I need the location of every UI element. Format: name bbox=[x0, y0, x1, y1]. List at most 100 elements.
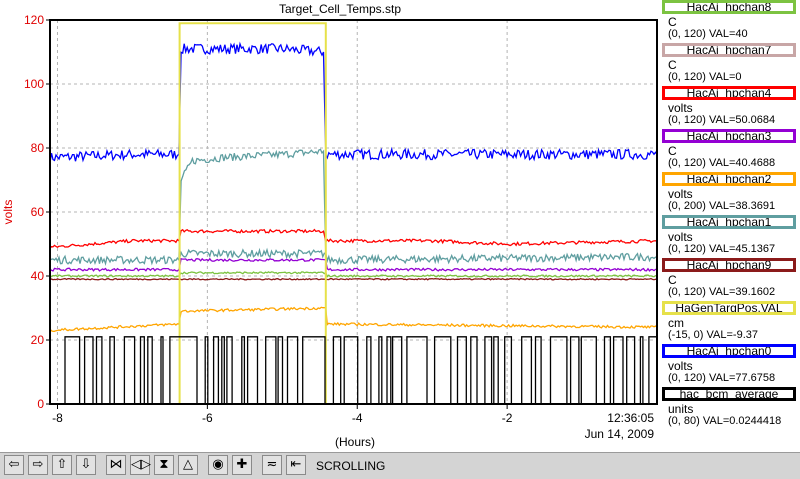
y-tick-label: 0 bbox=[37, 397, 44, 411]
legend-range-value: (0, 80) VAL=0.0244418 bbox=[668, 415, 782, 427]
legend-item[interactable]: HacAi_hpchan3 C (0, 120) VAL=40.4688 bbox=[660, 129, 800, 175]
zoom-out-horizontal-icon: ◁▷ bbox=[131, 457, 151, 472]
zoom-in-horizontal-button[interactable]: ⋈ bbox=[106, 455, 126, 475]
legend: HacAi_hpchan8 C (0, 120) VAL=40 HacAi_hpcha… bbox=[660, 0, 800, 430]
scroll-right-icon: ⇨ bbox=[32, 457, 44, 472]
record-button[interactable]: ◉ bbox=[208, 455, 228, 475]
series-line-hacai-hpchan4 bbox=[49, 228, 657, 249]
legend-range-value: (-15, 0) VAL=-9.37 bbox=[668, 329, 758, 341]
scroll-down-button[interactable]: ⇩ bbox=[76, 455, 96, 475]
legend-swatch[interactable]: HaGenTargPos.VAL bbox=[662, 301, 796, 315]
legend-unit: C bbox=[668, 58, 677, 72]
series-line-hagentargpos-val bbox=[178, 22, 327, 404]
scroll-right-button[interactable]: ⇨ bbox=[28, 455, 48, 475]
legend-swatch[interactable]: HacAi_hpchan9 bbox=[662, 258, 796, 272]
zoom-out-horizontal-button[interactable]: ◁▷ bbox=[130, 455, 151, 475]
legend-unit: volts bbox=[668, 359, 693, 373]
legend-unit: C bbox=[668, 144, 677, 158]
zoom-in-vertical-button[interactable]: ⧗ bbox=[154, 455, 174, 475]
scrolling-status: SCROLLING bbox=[316, 459, 386, 473]
series-line-hacai-hpchan1 bbox=[178, 148, 327, 261]
legend-item[interactable]: HacAi_hpchan1 volts (0, 120) VAL=45.1367 bbox=[660, 215, 800, 261]
y-axis-label: volts bbox=[1, 200, 15, 225]
legend-range-value: (0, 120) VAL=39.1602 bbox=[668, 286, 776, 298]
legend-name: HacAi_hpchan0 bbox=[686, 344, 772, 358]
legend-range-value: (0, 120) VAL=45.1367 bbox=[668, 243, 776, 255]
legend-swatch[interactable]: HacAi_hpchan4 bbox=[662, 86, 796, 100]
series-line-hacai-hpchan3 bbox=[49, 257, 658, 272]
legend-name: HacAi_hpchan8 bbox=[686, 0, 772, 14]
series-line-hacai-hpchan8 bbox=[49, 271, 658, 278]
go-to-end-button[interactable]: ⇤ bbox=[286, 455, 306, 475]
y-tick-label: 120 bbox=[24, 13, 44, 27]
go-to-end-icon: ⇤ bbox=[290, 457, 302, 472]
graph-icon: ≂ bbox=[266, 457, 278, 472]
x-axis-label: (Hours) bbox=[335, 435, 375, 449]
series-line-hacai-hpchan9 bbox=[49, 277, 658, 281]
legend-item[interactable]: HacAi_hpchan2 volts (0, 200) VAL=38.3691 bbox=[660, 172, 800, 218]
timestamp-date: Jun 14, 2009 bbox=[585, 427, 655, 441]
zoom-in-horizontal-icon: ⋈ bbox=[109, 457, 123, 472]
legend-unit: cm bbox=[668, 316, 684, 330]
legend-range-value: (0, 200) VAL=38.3691 bbox=[668, 200, 776, 212]
legend-swatch[interactable]: HacAi_hpchan2 bbox=[662, 172, 796, 186]
legend-swatch[interactable]: HacAi_hpchan1 bbox=[662, 215, 796, 229]
legend-swatch[interactable]: HacAi_hpchan0 bbox=[662, 344, 796, 358]
series-line-hac-bcm-average bbox=[50, 336, 657, 405]
series-line-hacai-hpchan0 bbox=[49, 41, 658, 163]
series-line-hacai-hpchan1 bbox=[49, 247, 658, 266]
legend-item[interactable]: HacAi_hpchan9 C (0, 120) VAL=39.1602 bbox=[660, 258, 800, 304]
legend-unit: C bbox=[668, 273, 677, 287]
chart-title: Target_Cell_Temps.stp bbox=[279, 2, 401, 16]
timestamp-time: 12:36:05 bbox=[607, 411, 654, 425]
series-line-hacai-hpchan2 bbox=[49, 306, 658, 333]
legend-unit: units bbox=[668, 402, 694, 416]
legend-item[interactable]: HaGenTargPos.VAL cm (-15, 0) VAL=-9.37 bbox=[660, 301, 800, 347]
legend-name: HacAi_hpchan9 bbox=[686, 258, 772, 272]
y-tick-label: 60 bbox=[31, 205, 45, 219]
x-tick-label: -8 bbox=[52, 411, 63, 425]
legend-unit: volts bbox=[668, 230, 693, 244]
legend-item[interactable]: HacAi_hpchan0 volts (0, 120) VAL=77.6758 bbox=[660, 344, 800, 390]
legend-item[interactable]: HacAi_hpchan8 C (0, 120) VAL=40 bbox=[660, 0, 800, 46]
legend-item[interactable]: HacAi_hpchan7 C (0, 120) VAL=0 bbox=[660, 43, 800, 89]
legend-swatch[interactable]: hac_bcm_average bbox=[662, 387, 796, 401]
scroll-up-icon: ⇧ bbox=[56, 457, 68, 472]
legend-name: HaGenTargPos.VAL bbox=[675, 301, 783, 315]
plot-area: Target_Cell_Temps.stp 0 20 40 60 80 100 120 -8… bbox=[1, 2, 658, 449]
legend-item[interactable]: hac_bcm_average units (0, 80) VAL=0.024441… bbox=[660, 387, 800, 430]
legend-name: HacAi_hpchan3 bbox=[686, 129, 772, 143]
scroll-up-button[interactable]: ⇧ bbox=[52, 455, 72, 475]
legend-name: HacAi_hpchan2 bbox=[686, 172, 772, 186]
zoom-out-vertical-icon: △ bbox=[183, 457, 193, 472]
legend-range-value: (0, 120) VAL=40 bbox=[668, 28, 748, 40]
toolbar: SCROLLING ⇦ ⇨ ⇧ ⇩ ⋈ ◁▷ ⧗ △ ◉ ✚ ≂ ⇤ bbox=[0, 452, 800, 479]
legend-unit: volts bbox=[668, 187, 693, 201]
legend-swatch[interactable]: HacAi_hpchan8 bbox=[662, 0, 796, 14]
y-tick-label: 100 bbox=[24, 77, 44, 91]
scroll-left-button[interactable]: ⇦ bbox=[4, 455, 24, 475]
x-tick-labels: -8 -6 -4 -2 bbox=[52, 404, 513, 425]
y-tick-label: 20 bbox=[31, 333, 45, 347]
y-tick-label: 40 bbox=[31, 269, 45, 283]
legend-item[interactable]: HacAi_hpchan4 volts (0, 120) VAL=50.0684 bbox=[660, 86, 800, 132]
zoom-out-vertical-button[interactable]: △ bbox=[178, 455, 198, 475]
graph-button[interactable]: ≂ bbox=[262, 455, 282, 475]
add-button[interactable]: ✚ bbox=[232, 455, 252, 475]
x-tick-label: -6 bbox=[202, 411, 213, 425]
legend-unit: volts bbox=[668, 101, 693, 115]
add-icon: ✚ bbox=[236, 457, 248, 472]
legend-range-value: (0, 120) VAL=0 bbox=[668, 71, 742, 83]
y-tick-labels: 0 20 40 60 80 100 120 bbox=[24, 13, 50, 411]
legend-name: HacAi_hpchan4 bbox=[686, 86, 772, 100]
legend-swatch[interactable]: HacAi_hpchan7 bbox=[662, 43, 796, 57]
x-tick-label: -4 bbox=[352, 411, 363, 425]
x-tick-label: -2 bbox=[502, 411, 513, 425]
scroll-left-icon: ⇦ bbox=[8, 457, 20, 472]
legend-swatch[interactable]: HacAi_hpchan3 bbox=[662, 129, 796, 143]
legend-range-value: (0, 120) VAL=77.6758 bbox=[668, 372, 776, 384]
legend-unit: C bbox=[668, 15, 677, 29]
zoom-in-vertical-icon: ⧗ bbox=[159, 457, 169, 472]
legend-range-value: (0, 120) VAL=50.0684 bbox=[668, 114, 776, 126]
legend-name: HacAi_hpchan7 bbox=[686, 43, 772, 57]
